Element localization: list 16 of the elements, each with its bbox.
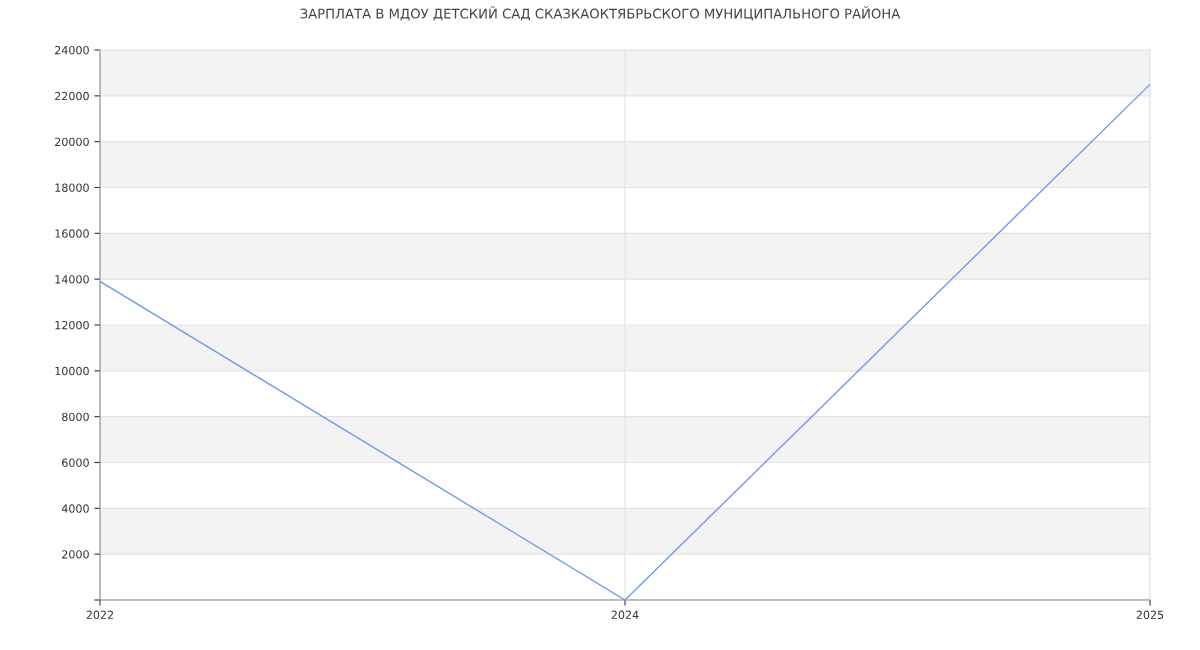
y-tick-label: 6000 [62,458,89,467]
y-tick-label: 4000 [61,504,89,513]
chart-title: ЗАРПЛАТА В МДОУ ДЕТСКИЙ САД СКАЗКАОКТЯБРЬСКОГО МУНИЦИПАЛЬНОГО РАЙОНА [300,6,901,21]
y-tick-label: 14000 [55,275,89,284]
x-tick-label: 2025 [1136,610,1164,620]
y-tick-label: 22000 [55,91,89,101]
y-tick-label: 20000 [55,137,89,147]
x-tick-label: 2024 [611,610,639,620]
y-tick-label: 10000 [55,366,89,376]
y-tick-label: 16000 [55,229,89,238]
y-tick-label: 24000 [55,45,89,55]
y-tick-label: 2000 [62,550,89,559]
x-tick-label: 2022 [86,610,114,620]
y-tick-label: 18000 [55,183,89,192]
y-tick-label: 8000 [62,412,89,422]
y-tick-label: 12000 [55,320,89,330]
